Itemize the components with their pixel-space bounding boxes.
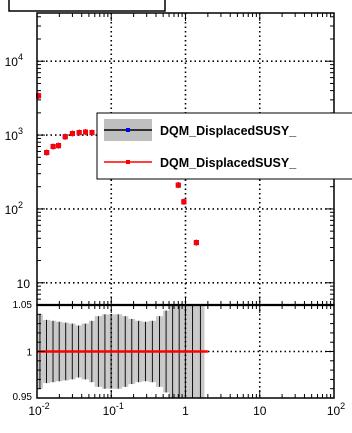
ratio-ytick-label-1: 1 [26,348,32,359]
main-ytick-label-2: 103 [5,126,23,143]
point-s1-6 [76,130,82,136]
xtick-label-1: 10-1 [103,401,124,418]
xtick-label-3: 10 [253,404,267,418]
point-s1-10 [181,199,187,205]
point-s1-1 [44,150,50,156]
legend-swatch-marker-1 [126,128,130,132]
legend-label-1: DQM_DisplacedSUSY_ [160,124,297,138]
legend-entry-1: DQM_DisplacedSUSY_ [104,119,297,141]
legend-swatch-marker-2 [126,160,130,164]
main-ytick-label-0: 10 [17,277,31,291]
point-s1-5 [69,131,75,137]
point-s1-2 [50,144,56,150]
ratio-ytick-label-2: 1.05 [13,300,33,311]
xtick-label-4: 102 [327,401,345,418]
xtick-label-2: 1 [182,404,189,418]
point-s1-8 [89,130,95,136]
point-s1-9 [175,182,181,188]
legend: DQM_DisplacedSUSY_ DQM_DisplacedSUSY_ [96,112,352,180]
point-s1-0 [36,93,42,99]
point-s1-3 [56,143,62,149]
ratio-ytick-label-0: 0.95 [13,392,33,403]
point-s1-7 [83,129,89,135]
title-box-fragment [8,0,166,12]
legend-label-2: DQM_DisplacedSUSY_ [160,156,297,170]
main-ytick-label-1: 102 [5,200,23,217]
main-ytick-label-3: 104 [5,52,23,69]
legend-entry-2: DQM_DisplacedSUSY_ [104,156,297,170]
point-s1-11 [193,240,199,246]
ratio-panel: 0.95 1 1.05 10-2 10-1 1 10 102 [13,300,346,418]
xtick-label-0: 10-2 [28,401,49,418]
point-s1-4 [62,134,68,140]
